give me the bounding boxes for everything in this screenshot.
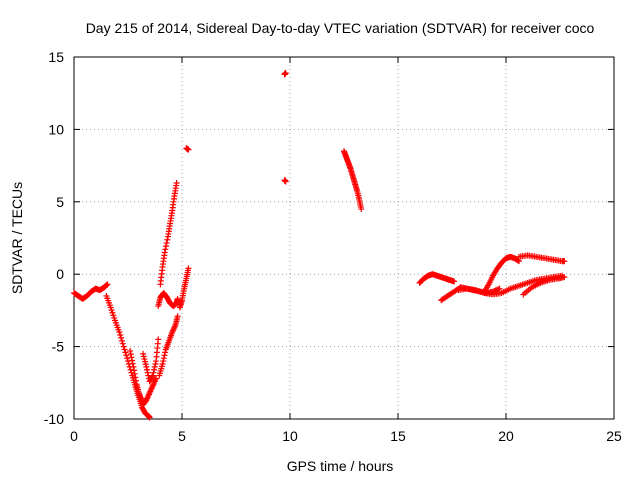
data-point	[161, 352, 168, 359]
data-point	[160, 358, 167, 365]
data-point	[104, 281, 111, 288]
axis-ticks: 0 5 10 15 20 25 -10 -5 0 5 10 15	[44, 49, 622, 444]
data-point	[152, 360, 159, 367]
data-point	[111, 314, 118, 321]
data-point	[451, 278, 458, 285]
data-point	[122, 349, 129, 356]
data-point	[144, 366, 151, 373]
data-point	[127, 351, 134, 358]
data-point	[129, 360, 136, 367]
x-tick-label: 0	[70, 428, 78, 444]
data-point	[173, 179, 180, 186]
data-point	[119, 340, 126, 347]
data-point	[163, 239, 170, 246]
data-point	[142, 361, 149, 368]
data-point	[185, 146, 192, 153]
data-point	[282, 69, 289, 76]
y-tick-label: 0	[56, 266, 64, 282]
data-point	[132, 374, 139, 381]
data-point	[159, 360, 166, 367]
data-point	[185, 265, 192, 272]
y-axis-label: SDTVAR / TECUs	[9, 182, 25, 294]
data-point	[107, 304, 114, 311]
data-point	[143, 363, 150, 370]
data-point	[155, 336, 162, 343]
data-point	[151, 363, 158, 370]
data-point	[161, 249, 168, 256]
data-point	[128, 354, 135, 361]
data-point	[118, 337, 125, 344]
data-point	[131, 370, 138, 377]
x-axis-label: GPS time / hours	[287, 458, 394, 474]
data-point	[162, 246, 169, 253]
data-point	[109, 309, 116, 316]
data-point	[123, 352, 130, 359]
data-point	[141, 356, 148, 363]
data-point	[127, 347, 134, 354]
data-point	[140, 353, 147, 360]
chart-title: Day 215 of 2014, Sidereal Day-to-day VTE…	[86, 20, 595, 36]
data-point	[129, 357, 136, 364]
data-point	[116, 329, 123, 336]
data-point	[142, 358, 149, 365]
data-point	[164, 236, 171, 243]
data-point	[174, 313, 181, 320]
grid	[74, 57, 614, 419]
data-point	[121, 346, 128, 353]
data-point	[561, 258, 568, 265]
data-point	[174, 295, 181, 302]
y-tick-label: 15	[48, 49, 64, 65]
data-point	[130, 363, 137, 370]
data-point	[132, 377, 139, 384]
data-point	[163, 243, 170, 250]
y-tick-label: 5	[56, 194, 64, 210]
data-point	[120, 343, 127, 350]
x-tick-label: 20	[498, 428, 514, 444]
data-point	[149, 372, 156, 379]
data-point	[561, 274, 568, 281]
data-point	[146, 414, 153, 421]
data-point	[150, 369, 157, 376]
y-tick-label: -10	[44, 411, 64, 427]
y-tick-label: -5	[52, 339, 65, 355]
data-point	[131, 367, 138, 374]
data-points	[71, 69, 568, 421]
x-tick-label: 10	[282, 428, 298, 444]
data-point	[140, 350, 147, 357]
x-tick-label: 5	[178, 428, 186, 444]
x-tick-label: 15	[390, 428, 406, 444]
data-point	[162, 349, 169, 356]
data-point	[282, 178, 289, 185]
data-point	[151, 366, 158, 373]
data-point	[117, 332, 124, 339]
data-point	[118, 334, 125, 341]
data-point	[160, 355, 167, 362]
data-point	[124, 355, 131, 362]
data-point	[149, 373, 156, 380]
data-point	[144, 369, 151, 376]
data-point	[358, 206, 365, 213]
data-point	[110, 312, 117, 319]
data-point	[108, 307, 115, 314]
plot-frame	[73, 56, 615, 420]
y-tick-label: 10	[48, 121, 64, 137]
x-tick-label: 25	[606, 428, 622, 444]
